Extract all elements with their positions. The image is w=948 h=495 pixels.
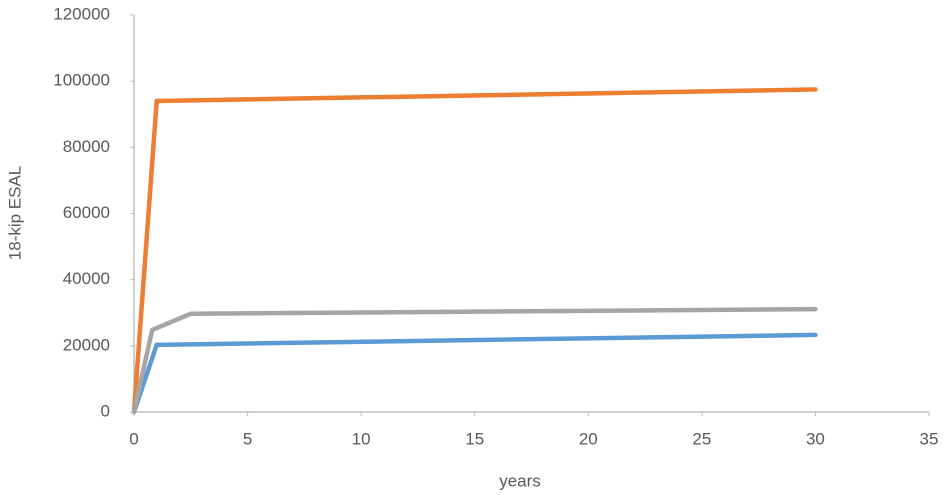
x-tick-label: 30 xyxy=(806,429,825,448)
series-line xyxy=(131,306,818,415)
x-tick-label: 15 xyxy=(465,429,484,448)
y-axis-label: 18-kip ESAL xyxy=(5,166,24,261)
y-tick-label: 20000 xyxy=(63,335,110,354)
x-tick-label: 10 xyxy=(352,429,371,448)
series-line xyxy=(131,87,818,415)
x-tick-label: 20 xyxy=(579,429,598,448)
y-tick-label: 60000 xyxy=(63,203,110,222)
x-tick-label: 25 xyxy=(692,429,711,448)
y-tick-label: 100000 xyxy=(53,71,110,90)
x-axis-label: years xyxy=(499,471,541,490)
x-tick-label: 5 xyxy=(243,429,252,448)
x-tick-label: 35 xyxy=(920,429,939,448)
y-tick-label: 120000 xyxy=(53,4,110,23)
x-tick-label: 0 xyxy=(129,429,138,448)
series-line xyxy=(131,332,818,415)
y-tick-label: 0 xyxy=(101,401,110,420)
y-tick-label: 40000 xyxy=(63,269,110,288)
y-tick-label: 80000 xyxy=(63,137,110,156)
